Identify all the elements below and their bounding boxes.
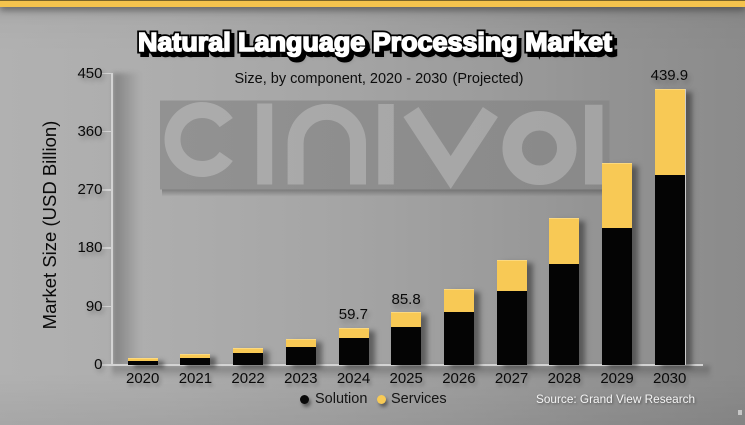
- svg-text:Natural Language Processing Ma: Natural Language Processing Market: [138, 28, 612, 58]
- svg-text:Natural Language Processing Ma: Natural Language Processing Market: [141, 31, 615, 61]
- svg-text:Natural Language Processing Ma: Natural Language Processing Market: [138, 28, 612, 58]
- svg-text:Natural Language Processing Ma: Natural Language Processing Market: [142, 32, 616, 62]
